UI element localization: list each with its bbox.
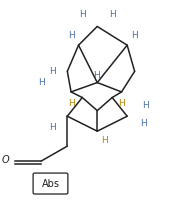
Text: H: H (49, 123, 56, 132)
Text: H: H (118, 99, 125, 108)
Text: H: H (101, 136, 108, 145)
Text: Abs: Abs (42, 178, 59, 189)
Text: H: H (140, 119, 147, 128)
Text: H: H (68, 99, 75, 108)
Text: H: H (131, 31, 138, 40)
Text: H: H (94, 71, 100, 80)
Text: O: O (2, 155, 9, 165)
Text: H: H (142, 101, 149, 109)
Text: H: H (49, 67, 56, 76)
Text: H: H (38, 78, 45, 87)
Text: H: H (68, 31, 75, 40)
Text: H: H (79, 10, 86, 19)
FancyBboxPatch shape (33, 173, 68, 194)
Text: H: H (109, 10, 116, 19)
